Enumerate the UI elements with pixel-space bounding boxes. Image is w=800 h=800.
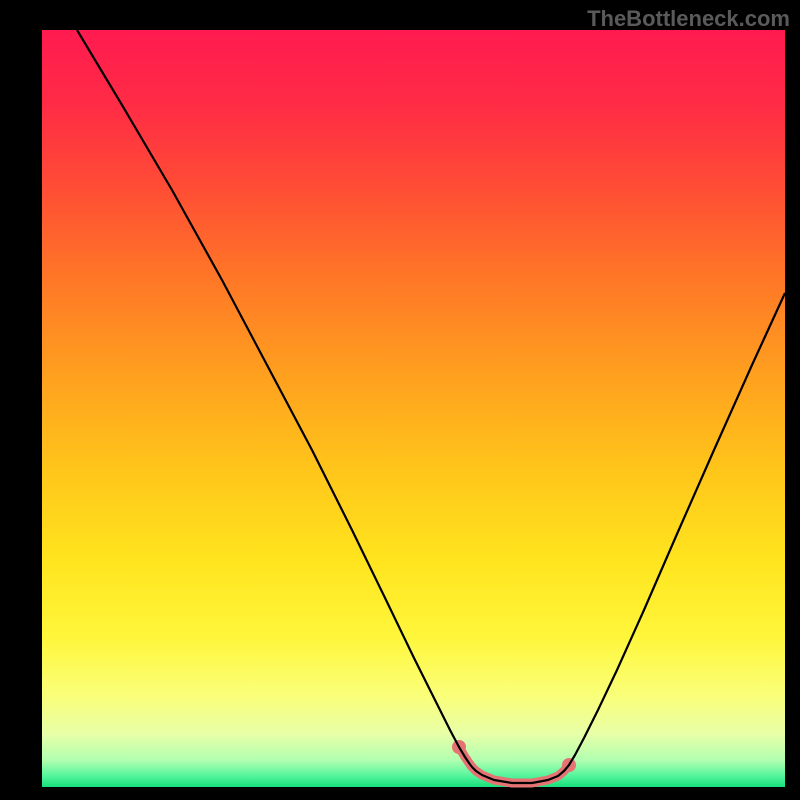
chart-container: TheBottleneck.com [0, 0, 800, 800]
plot-background [42, 30, 785, 787]
watermark-text: TheBottleneck.com [587, 6, 790, 32]
bottleneck-chart [0, 0, 800, 800]
